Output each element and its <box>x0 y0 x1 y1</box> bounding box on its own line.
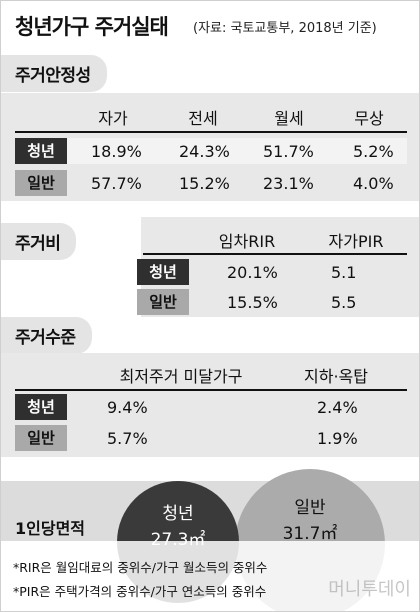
table-cell: 5.5 <box>331 293 357 312</box>
notes-panel <box>1 541 419 611</box>
table-cell: 15.2% <box>179 174 230 193</box>
row-label-general: 일반 <box>137 289 189 315</box>
table-cell: 51.7% <box>263 142 314 161</box>
section-housing-cost-label: 주거비 <box>1 223 77 260</box>
table-cell: 24.3% <box>179 142 230 161</box>
row-label-general: 일반 <box>15 170 67 196</box>
header-owner-pir: 자가PIR <box>328 232 384 251</box>
table-cell: 5.2% <box>353 142 394 161</box>
header-divider <box>143 253 407 255</box>
publisher-watermark: 머니투데이 <box>328 579 411 600</box>
table-cell: 1.9% <box>317 429 358 448</box>
row-label-youth: 청년 <box>15 394 67 420</box>
header-jeonse: 전세 <box>188 109 218 128</box>
footnote-rir: *RIR은 월임대료의 중위수/가구 월소득의 중위수 <box>13 560 268 575</box>
row-label-youth: 청년 <box>15 138 67 164</box>
header-monthly-rent: 월세 <box>274 109 304 128</box>
header-substandard: 최저주거 미달가구 <box>119 367 243 386</box>
table-cell: 57.7% <box>91 174 142 193</box>
table-cell: 20.1% <box>227 263 278 282</box>
source-note: (자료: 국토교통부, 2018년 기준) <box>193 21 377 36</box>
table-cell: 5.1 <box>331 263 357 282</box>
header-divider <box>15 131 407 133</box>
row-label-general: 일반 <box>15 425 67 451</box>
section-housing-stability-label: 주거안정성 <box>1 55 107 92</box>
footnote-pir: *PIR은 주택가격의 중위수/가구 연소득의 중위수 <box>13 584 267 599</box>
header-owned: 자가 <box>98 109 128 128</box>
header-rent-rir: 임차RIR <box>218 232 276 251</box>
general-area-name: 일반 <box>294 498 326 518</box>
row-label-youth: 청년 <box>137 259 189 285</box>
table-cell: 5.7% <box>107 429 148 448</box>
header-basement-rooftop: 지하·옥탑 <box>304 367 368 386</box>
header-free: 무상 <box>354 109 384 128</box>
table-row <box>65 138 407 164</box>
page-title: 청년가구 주거실태 <box>15 15 169 39</box>
table-cell: 4.0% <box>353 174 394 193</box>
table-cell: 18.9% <box>91 142 142 161</box>
section-housing-level-label: 주거수준 <box>1 317 92 354</box>
general-area-value: 31.7㎡ <box>282 524 338 544</box>
table-cell: 23.1% <box>263 174 314 193</box>
area-label: 1인당면적 <box>15 519 86 538</box>
table-cell: 9.4% <box>107 398 148 417</box>
table-cell: 15.5% <box>227 293 278 312</box>
table-cell: 2.4% <box>317 398 358 417</box>
section-housing-level-panel <box>1 353 419 457</box>
header-divider <box>15 389 407 391</box>
youth-area-name: 청년 <box>162 504 194 524</box>
